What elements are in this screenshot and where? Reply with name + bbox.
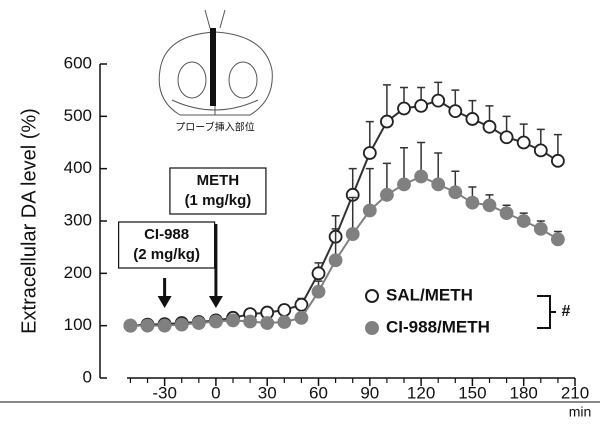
x-tick-label: 180 [510,383,538,402]
y-tick-label: 300 [64,210,92,229]
data-point [516,214,531,228]
data-point [362,203,377,218]
annotation-arrowhead [157,296,172,308]
data-point [465,112,480,126]
data-point [277,315,292,329]
x-tick-label: 120 [407,383,435,402]
data-point [380,187,394,202]
inset-label: プローブ挿入部位 [175,121,254,134]
annotation-text: (1 mg/kg) [185,192,252,209]
data-point [243,314,258,329]
data-point [533,221,548,236]
y-tick-label: 200 [64,263,92,282]
data-point [551,153,565,168]
brain-inset [158,9,273,116]
annotation-text: METH [197,172,240,189]
y-tick-label: 500 [64,106,92,125]
data-point [516,135,531,150]
x-tick-label: 210 [561,383,589,402]
legend-label: CI-988/METH [386,317,490,336]
x-tick-label: 90 [360,383,379,402]
data-point [277,303,292,317]
annotation-text: CI-988 [144,226,189,243]
annotation-text: (2 mg/kg) [133,246,200,263]
data-point [448,104,463,118]
data-point [499,130,514,145]
annotation-box [169,167,267,215]
data-point [414,169,429,184]
data-point [209,314,223,329]
data-point [294,310,309,325]
data-point [123,318,138,333]
data-point [482,119,497,134]
data-point [311,266,326,281]
y-tick-label: 100 [64,315,92,334]
significance-bracket [537,295,556,329]
legend-marker [365,289,379,303]
data-point [533,143,548,158]
data-point [311,284,326,299]
annotation-box [118,221,216,269]
data-point [294,297,309,312]
data-point [431,93,446,108]
data-point [157,318,172,333]
data-point [482,198,497,213]
data-point [345,227,360,241]
legend-label: SAL/METH [386,285,473,304]
data-point [414,98,429,113]
data-point [431,177,446,192]
data-point [499,206,514,221]
data-point [551,232,565,247]
y-tick-label: 400 [64,158,92,177]
data-point [226,313,240,328]
data-point [465,195,480,210]
data-point [397,101,411,116]
data-point [380,114,394,129]
data-point [260,316,275,330]
legend-marker [365,321,379,335]
x-tick-label: 30 [258,383,277,402]
data-point [140,318,155,333]
x-tick-label: -30 [152,383,177,402]
x-tick-label: 0 [211,383,220,402]
data-point [328,253,343,268]
annotation-arrowhead [208,296,223,308]
x-tick-label: 60 [309,383,328,402]
y-axis-label: Extracellular DA level (%) [18,108,40,334]
x-tick-label: 150 [458,383,486,402]
data-point [448,185,463,200]
data-point [174,317,189,332]
y-tick-label: 600 [64,53,92,72]
data-point [362,146,377,160]
y-tick-label: 0 [83,367,92,386]
significance-mark: # [562,303,571,320]
data-point [397,177,411,192]
error-bar [365,167,374,211]
x-unit: min [569,404,592,420]
data-point [191,316,206,330]
